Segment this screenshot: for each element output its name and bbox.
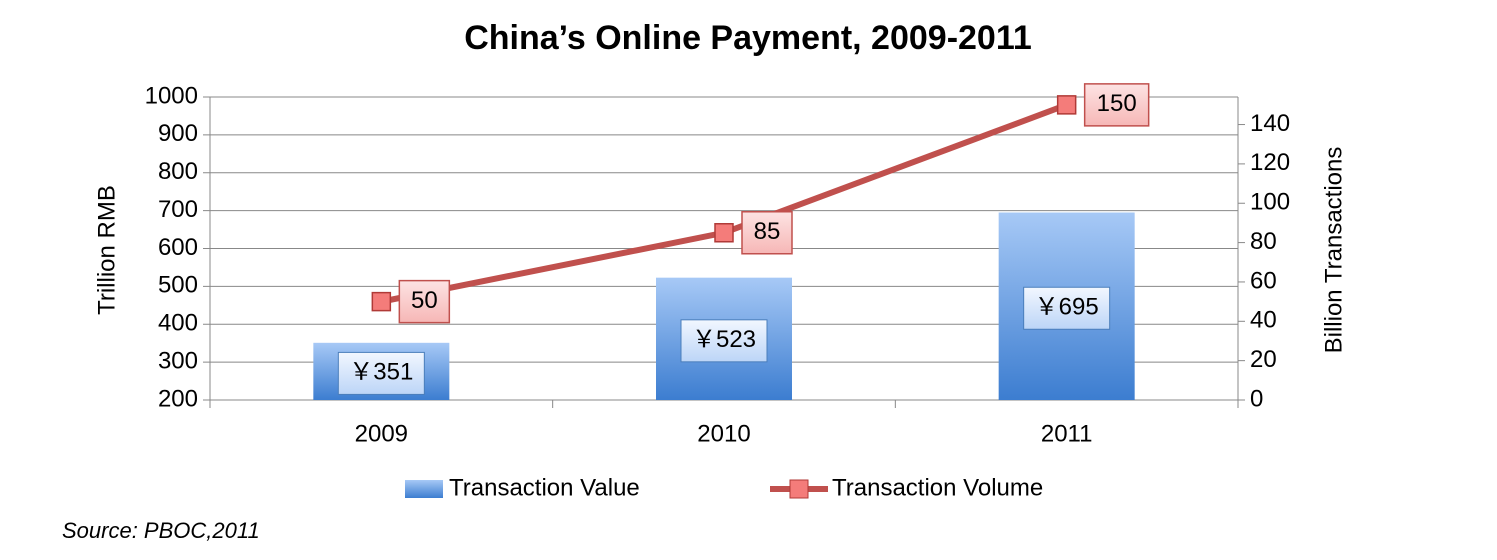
y-tick-label: 700	[158, 196, 198, 223]
y-tick-label: 400	[158, 310, 198, 337]
y2-tick-label: 0	[1250, 385, 1263, 412]
legend-swatch	[405, 480, 443, 498]
value-label-box	[337, 351, 425, 395]
y-tick-label: 500	[158, 272, 198, 299]
legend-marker	[789, 479, 809, 499]
value-label-box	[1083, 83, 1150, 127]
value-label-box	[398, 279, 451, 324]
x-tick-label: 2009	[355, 420, 408, 447]
y-tick-label: 1000	[145, 82, 198, 109]
y-tick-label: 600	[158, 234, 198, 261]
line-marker	[1056, 95, 1077, 115]
y2-tick-label: 120	[1250, 149, 1290, 176]
y-tick-label: 800	[158, 158, 198, 185]
y-axis-label: Trillion RMB	[93, 185, 120, 315]
y2-tick-label: 140	[1250, 110, 1290, 137]
y-tick-label: 300	[158, 347, 198, 374]
y2-tick-label: 20	[1250, 346, 1277, 373]
value-label-box	[680, 319, 768, 363]
line-marker	[714, 223, 734, 243]
y2-axis-label: Billion Transactions	[1320, 147, 1347, 354]
value-label-box	[741, 211, 793, 255]
legend-label: Transaction Volume	[832, 474, 1043, 501]
value-label-box	[1023, 286, 1111, 330]
line-marker	[371, 291, 392, 312]
x-tick-label: 2011	[1041, 420, 1093, 447]
value-label: 150	[1097, 90, 1137, 117]
chart-title: China’s Online Payment, 2009-2011	[464, 19, 1032, 57]
y2-tick-label: 80	[1250, 228, 1277, 255]
y2-tick-label: 100	[1250, 189, 1290, 216]
y-tick-label: 900	[158, 120, 198, 147]
y2-tick-label: 60	[1250, 267, 1277, 294]
x-tick-label: 2010	[697, 420, 750, 447]
source: Source: PBOC,2011	[62, 518, 260, 543]
value-label: ￥351	[349, 359, 413, 386]
value-label: 50	[411, 287, 438, 314]
y2-tick-label: 40	[1250, 307, 1277, 334]
value-label: ￥695	[1035, 294, 1099, 321]
legend-label: Transaction Value	[449, 474, 640, 501]
value-label: ￥523	[692, 326, 756, 353]
y-tick-label: 200	[158, 385, 198, 412]
value-label: 85	[754, 218, 781, 245]
